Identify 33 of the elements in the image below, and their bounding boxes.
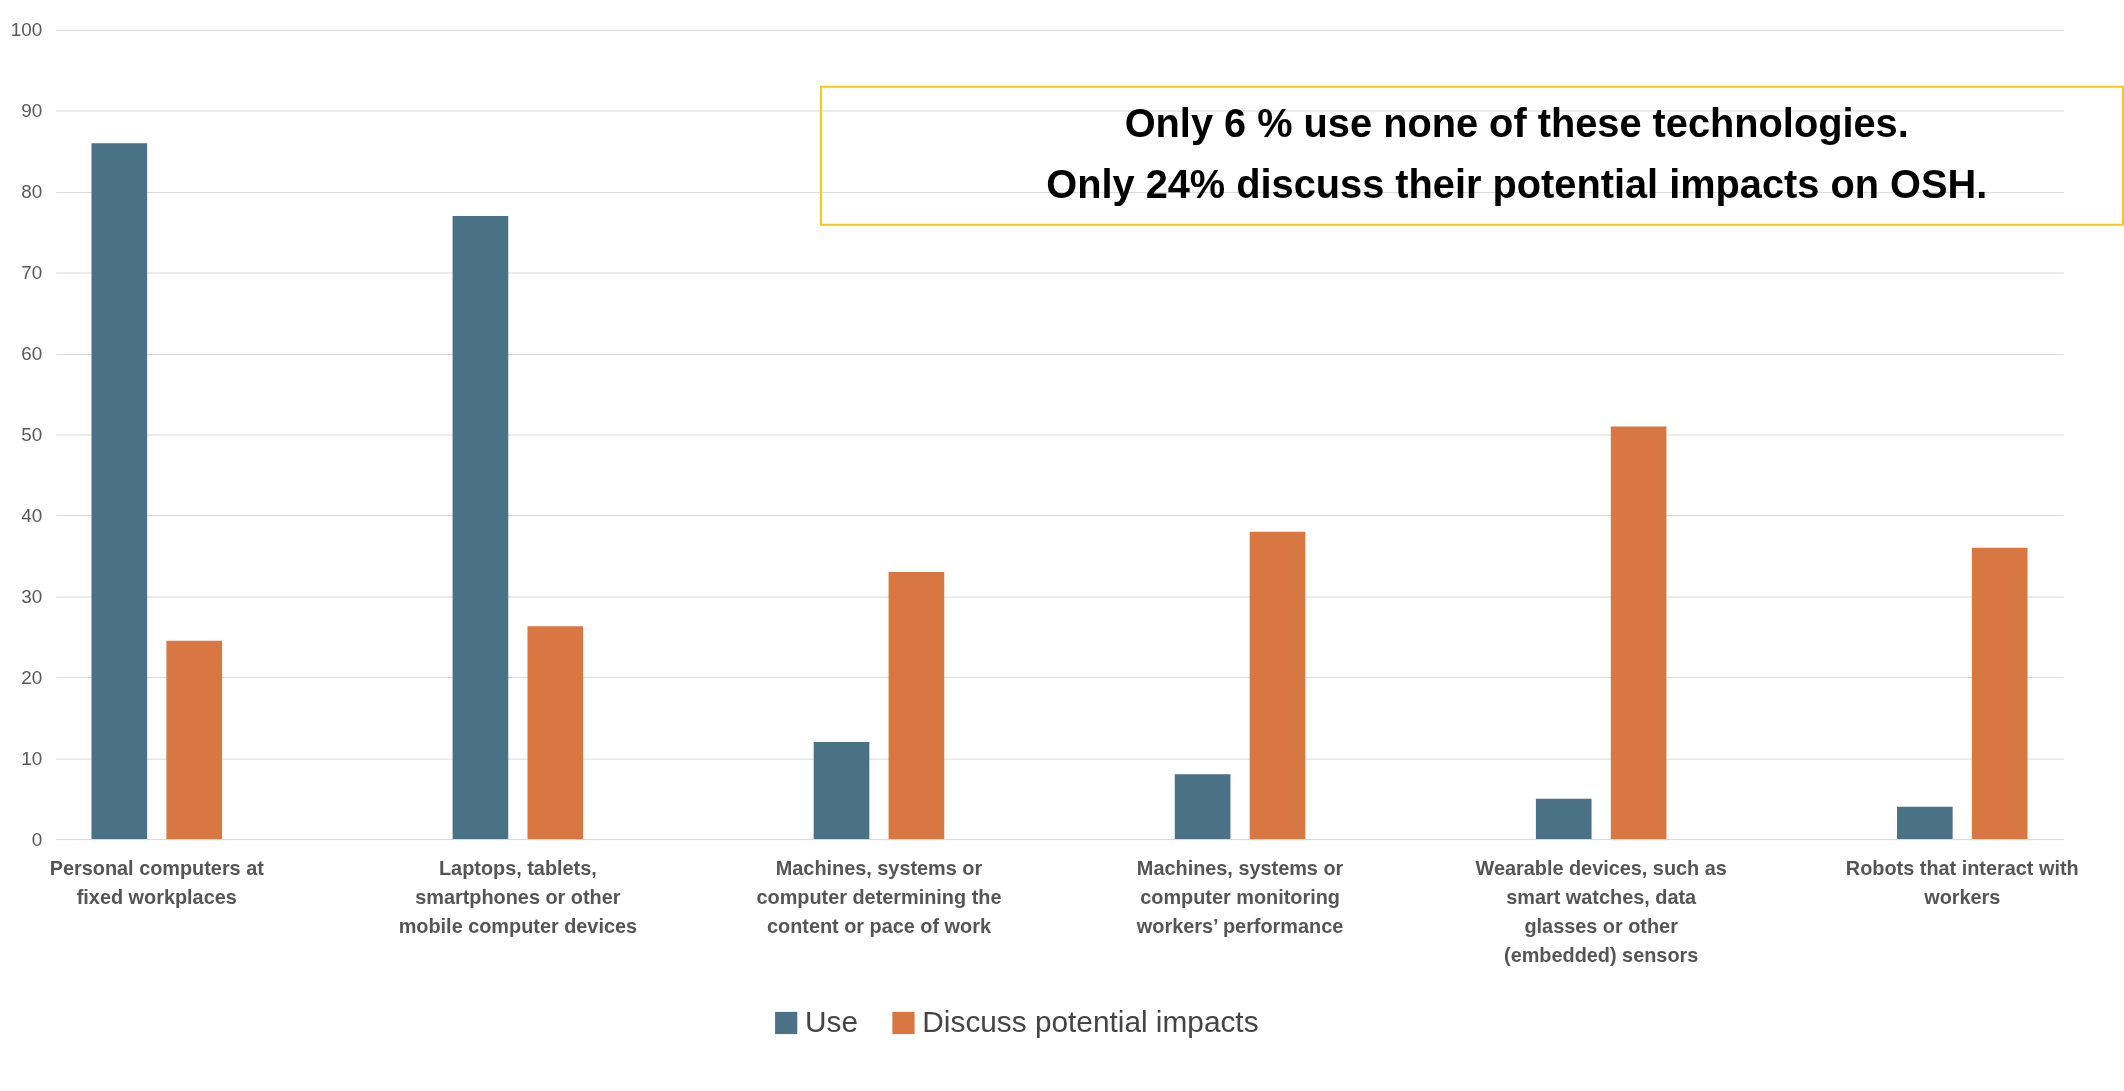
bar	[1971, 547, 2028, 840]
bar	[166, 640, 223, 840]
bar	[452, 216, 509, 840]
y-tick-label: 100	[10, 19, 43, 41]
y-tick-label: 70	[21, 262, 43, 284]
y-tick-label: 20	[21, 666, 43, 688]
y-tick-label: 60	[21, 343, 43, 365]
x-tick-label: Laptops, tablets, smartphones or other mobile computer devices	[398, 857, 638, 938]
x-tick-label: Machines, systems or computer monitoring workers’ performance	[1135, 857, 1344, 938]
bar	[1535, 798, 1592, 840]
annotation: Only 6 % use none of these technologies.	[1124, 101, 1909, 146]
legend-label: Discuss potential impacts	[922, 1004, 1259, 1038]
bar	[1174, 774, 1231, 840]
bar	[527, 626, 584, 840]
x-tick-label: Machines, systems or computer determining the content or pace of work	[756, 857, 1002, 938]
bar	[813, 741, 870, 840]
y-tick-label: 40	[21, 504, 43, 526]
bar	[888, 572, 945, 840]
y-tick-label: 10	[21, 747, 43, 769]
y-tick-label: 30	[21, 585, 43, 607]
y-tick-label: 90	[21, 100, 43, 122]
bar	[1610, 426, 1667, 840]
annotation: Only 24% discuss their potential impacts on OSH.	[1046, 162, 1988, 207]
legend-label: Use	[805, 1004, 859, 1038]
x-tick-label: Robots that interact with workers	[1845, 857, 2079, 909]
bar	[91, 143, 148, 840]
y-tick-label: 0	[31, 828, 43, 850]
bar	[1249, 531, 1306, 840]
bar	[1896, 806, 1953, 840]
x-tick-label: Personal computers at fixed workplaces	[49, 857, 265, 909]
x-tick-label: Wearable devices, such as smart watches, data glasses or other (embedded) sensors	[1475, 857, 1727, 966]
y-tick-label: 80	[21, 181, 43, 203]
y-tick-label: 50	[21, 424, 43, 446]
